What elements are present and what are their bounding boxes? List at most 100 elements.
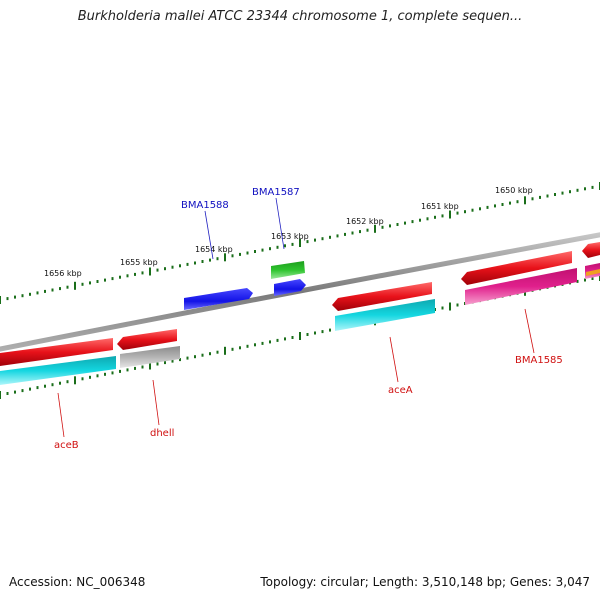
- inner-scale-minor-tick: [126, 368, 129, 372]
- outer-scale-major-tick: [524, 196, 526, 205]
- outer-scale-major-tick: [0, 296, 1, 304]
- inner-scale-minor-tick: [291, 336, 294, 339]
- inner-scale-minor-tick: [276, 338, 279, 342]
- outer-scale-minor-tick: [494, 204, 496, 208]
- outer-scale-minor-tick: [186, 262, 189, 266]
- outer-scale-minor-tick: [96, 280, 99, 283]
- outer-scale-minor-tick: [404, 221, 406, 225]
- outer-scale-minor-tick: [81, 282, 84, 286]
- inner-scale-minor-tick: [321, 330, 324, 334]
- inner-scale-major-tick: [449, 302, 451, 311]
- gene-edge-red-arrow[interactable]: [582, 242, 600, 258]
- outer-scale-minor-tick: [119, 275, 121, 279]
- inner-scale-minor-tick: [141, 365, 144, 369]
- outer-scale-minor-tick: [576, 188, 579, 192]
- gene-acea-cyan-block[interactable]: [335, 299, 435, 331]
- scale-label-1650: 1650 kbp: [495, 186, 533, 195]
- gene-aceb-red-arrow[interactable]: [0, 338, 113, 366]
- outer-scale-minor-tick: [111, 277, 114, 281]
- inner-scale-minor-tick: [134, 366, 136, 370]
- outer-scale-minor-tick: [546, 194, 549, 198]
- outer-scale-minor-tick: [44, 289, 46, 293]
- inner-scale-minor-tick: [179, 358, 181, 362]
- gene-label-aceb[interactable]: aceB: [54, 440, 79, 451]
- inner-scale-major-tick: [74, 376, 76, 385]
- outer-scale-minor-tick: [344, 232, 346, 236]
- outer-scale-minor-tick: [29, 292, 31, 296]
- inner-scale-major-tick: [299, 332, 301, 340]
- outer-scale-minor-tick: [231, 254, 234, 258]
- inner-scale-minor-tick: [314, 331, 316, 335]
- inner-scale-minor-tick: [119, 369, 121, 373]
- outer-scale-minor-tick: [246, 251, 249, 255]
- inner-scale-minor-tick: [171, 359, 174, 363]
- outer-scale-minor-tick: [584, 187, 586, 191]
- gene-bma1585-magenta-block[interactable]: [465, 268, 577, 305]
- inner-scale-minor-tick: [81, 377, 84, 381]
- outer-scale-minor-tick: [389, 224, 391, 228]
- gene-dhell-red-arrow[interactable]: [117, 329, 177, 350]
- outer-scale-minor-tick: [351, 231, 354, 235]
- outer-scale-minor-tick: [516, 200, 519, 204]
- inner-scale-minor-tick: [89, 375, 91, 379]
- outer-scale-minor-tick: [456, 211, 459, 215]
- outer-scale-minor-tick: [14, 295, 16, 299]
- scale-label-1654: 1654 kbp: [195, 245, 233, 254]
- gene-label-dhell[interactable]: dhell: [150, 428, 174, 439]
- outer-scale-minor-tick: [269, 247, 271, 251]
- inner-scale-minor-tick: [209, 352, 211, 356]
- gene-label-bma1588[interactable]: BMA1588: [181, 200, 229, 211]
- leader-acea: [389, 336, 399, 383]
- outer-scale-minor-tick: [471, 208, 474, 212]
- inner-scale-minor-tick: [36, 386, 39, 390]
- gene-label-acea[interactable]: aceA: [388, 385, 413, 396]
- inner-scale-minor-tick: [44, 384, 46, 388]
- gene-label-bma1585[interactable]: BMA1585: [515, 355, 563, 366]
- outer-scale-minor-tick: [396, 223, 399, 226]
- outer-scale-minor-tick: [306, 240, 309, 244]
- leader-dhell: [152, 379, 160, 426]
- gene-green-block[interactable]: [271, 261, 305, 279]
- leader-bma1585: [524, 308, 535, 354]
- outer-scale-minor-tick: [336, 234, 339, 238]
- inner-scale-minor-tick: [29, 387, 31, 391]
- gene-edge-orange-stripe: [586, 269, 600, 276]
- gene-aceb-cyan-block[interactable]: [0, 356, 116, 385]
- accession-text: Accession: NC_006348: [9, 575, 146, 589]
- leader-bma1587: [275, 197, 285, 250]
- inner-scale-minor-tick: [59, 381, 61, 385]
- outer-scale-minor-tick: [276, 245, 279, 249]
- gene-bma1587-arrow[interactable]: [274, 279, 306, 296]
- inner-scale-minor-tick: [186, 356, 189, 360]
- outer-scale-minor-tick: [479, 207, 481, 211]
- outer-scale-minor-tick: [284, 244, 286, 248]
- inner-scale-minor-tick: [254, 343, 256, 347]
- inner-scale-minor-tick: [201, 353, 204, 357]
- inner-scale-major-tick: [0, 391, 1, 399]
- inner-scale-major-tick: [224, 346, 226, 355]
- outer-scale-minor-tick: [261, 248, 264, 252]
- inner-scale-minor-tick: [591, 277, 594, 280]
- outer-scale-minor-tick: [329, 235, 331, 239]
- scale-label-1653: 1653 kbp: [271, 232, 309, 241]
- gene-bma1588-arrow[interactable]: [184, 288, 253, 310]
- gene-bma1585-red-arrow[interactable]: [461, 251, 572, 285]
- outer-scale-minor-tick: [216, 257, 219, 261]
- outer-scale-minor-tick: [359, 230, 361, 234]
- outer-scale-minor-tick: [561, 191, 564, 195]
- inner-scale-minor-tick: [239, 346, 241, 350]
- outer-scale-minor-tick: [291, 242, 294, 246]
- outer-scale-minor-tick: [51, 288, 54, 292]
- outer-scale-minor-tick: [179, 264, 181, 268]
- inner-scale-minor-tick: [441, 306, 444, 310]
- outer-scale-major-tick: [74, 281, 76, 290]
- outer-scale-major-tick: [374, 224, 376, 233]
- gene-label-bma1587[interactable]: BMA1587: [252, 187, 300, 198]
- outer-scale-minor-tick: [464, 210, 466, 214]
- outer-scale-minor-tick: [239, 252, 241, 256]
- inner-scale-minor-tick: [329, 328, 331, 332]
- gene-acea-red-arrow[interactable]: [332, 282, 432, 311]
- gene-dhell-gray-block[interactable]: [120, 346, 180, 368]
- outer-scale-minor-tick: [21, 294, 24, 298]
